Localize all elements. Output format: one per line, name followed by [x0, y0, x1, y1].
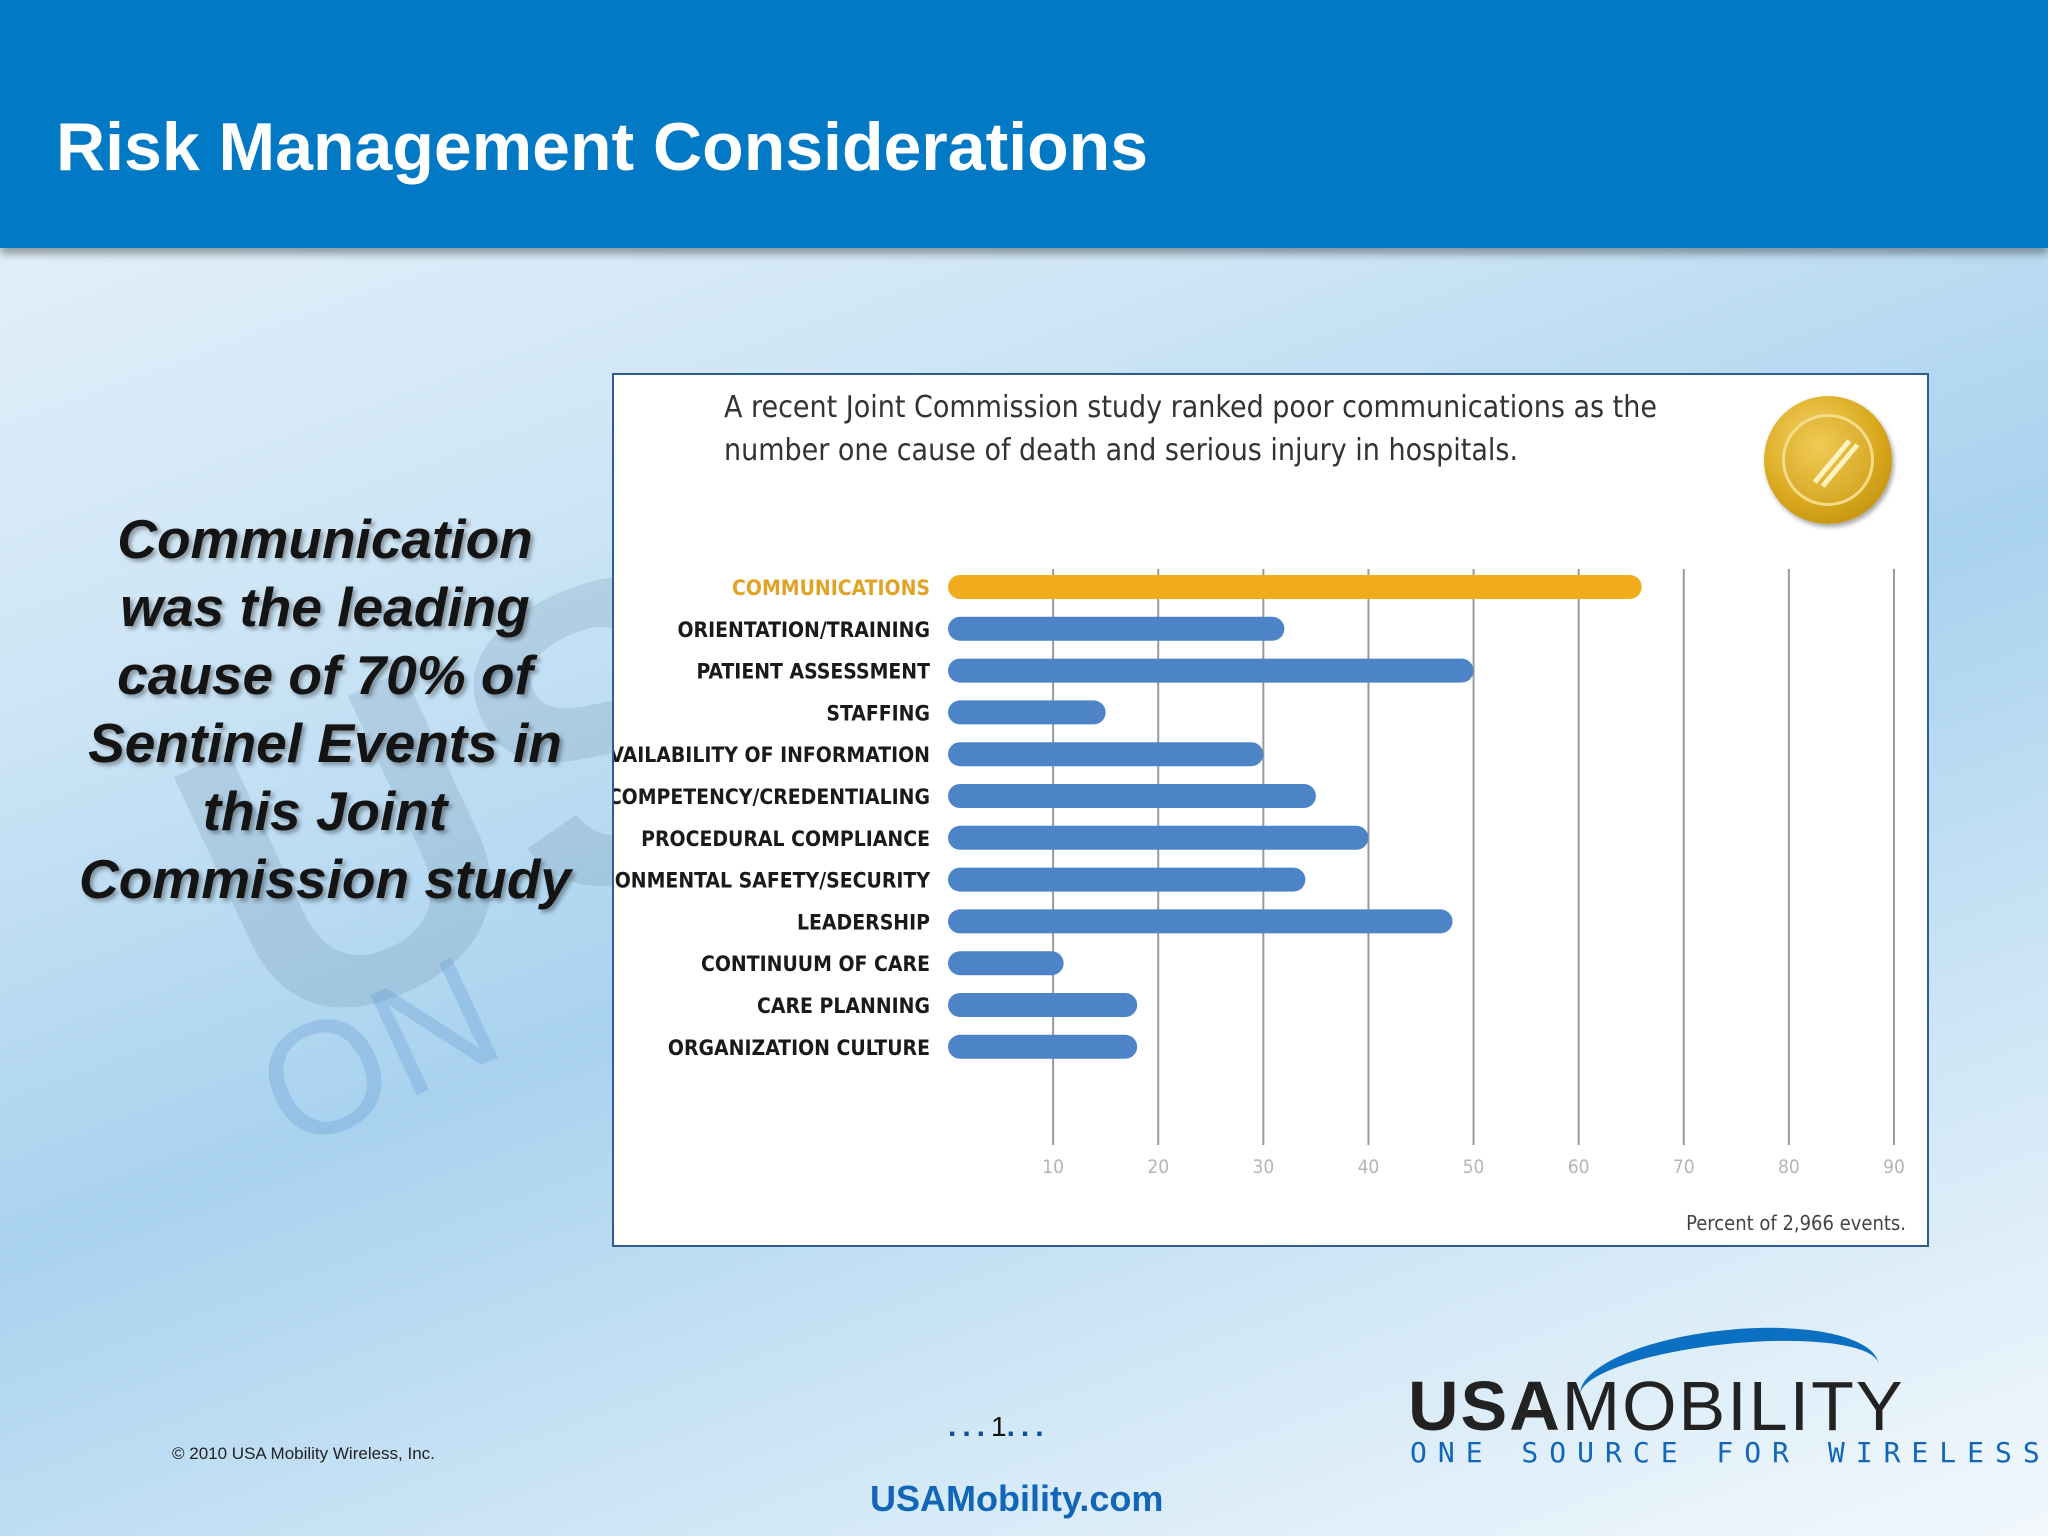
bar — [948, 1034, 1138, 1059]
x-tick-label: 30 — [1252, 1156, 1274, 1178]
logo-word-rest: MOBILITY — [1561, 1367, 1905, 1445]
x-tick-label: 80 — [1778, 1156, 1800, 1178]
website-link[interactable]: USAMobility.com — [870, 1478, 1164, 1519]
category-label: ORIENTATION/TRAINING — [677, 618, 930, 642]
category-label: LEADERSHIP — [797, 910, 930, 934]
bar — [948, 575, 1642, 599]
bar — [948, 909, 1453, 934]
bar — [948, 867, 1306, 892]
category-label: AVAILABILITY OF INFORMATION — [614, 743, 930, 767]
bar — [948, 993, 1138, 1017]
bar — [948, 825, 1369, 850]
x-tick-label: 10 — [1042, 1156, 1064, 1178]
key-finding-text: Communication was the leading cause of 7… — [78, 508, 572, 910]
page-indicator: ...1... — [948, 1410, 1050, 1443]
bar — [948, 616, 1285, 641]
chart-panel: A recent Joint Commission study ranked p… — [612, 373, 1929, 1247]
chart-title-line: number one cause of death and serious in… — [724, 433, 1518, 468]
joint-commission-seal-icon — [1764, 396, 1892, 524]
seal-inner-ring — [1782, 414, 1874, 506]
page-number: 1 — [991, 1411, 1007, 1442]
x-axis-label: Percent of 2,966 events. — [1686, 1211, 1906, 1235]
bar — [948, 742, 1264, 767]
logo-word-bold: USA — [1408, 1367, 1562, 1445]
bar-chart: A recent Joint Commission study ranked p… — [614, 390, 1906, 1235]
x-tick-label: 50 — [1463, 1156, 1485, 1178]
bar — [948, 951, 1064, 976]
x-tick-label: 60 — [1568, 1156, 1590, 1178]
category-label: COMPETENCY/CREDENTIALING — [614, 785, 930, 809]
x-tick-label: 20 — [1147, 1156, 1169, 1178]
bar — [948, 658, 1474, 683]
category-label: PATIENT ASSESSMENT — [697, 660, 931, 684]
category-label: CARE PLANNING — [757, 994, 930, 1018]
bar — [948, 700, 1106, 725]
header-bar: Risk Management Considerations — [0, 0, 2048, 248]
x-tick-label: 90 — [1883, 1156, 1905, 1178]
bar — [948, 784, 1316, 808]
category-label: ORGANIZATION CULTURE — [668, 1036, 930, 1060]
category-label: COMMUNICATIONS — [732, 576, 930, 600]
x-tick-label: 70 — [1673, 1156, 1695, 1178]
copyright-text: © 2010 USA Mobility Wireless, Inc. — [172, 1444, 435, 1463]
category-label: PROCEDURAL COMPLIANCE — [641, 827, 930, 851]
category-label: ENVIRONMENTAL SAFETY/SECURITY — [614, 869, 930, 893]
chart-title-line: A recent Joint Commission study ranked p… — [724, 390, 1657, 425]
logo-tagline: ONE SOURCE FOR WIRELESS — [1410, 1436, 2048, 1469]
usa-mobility-logo: USAMOBILITY ONE SOURCE FOR WIRELESS — [1408, 1314, 2040, 1470]
x-tick-label: 40 — [1358, 1156, 1380, 1178]
category-label: CONTINUUM OF CARE — [701, 952, 930, 976]
page-title: Risk Management Considerations — [56, 109, 1149, 185]
logo-wordmark: USAMOBILITY — [1408, 1366, 1905, 1446]
category-label: STAFFING — [826, 701, 930, 725]
